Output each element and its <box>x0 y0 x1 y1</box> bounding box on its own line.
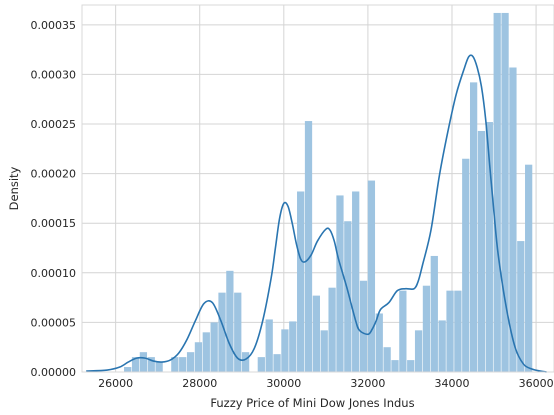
histogram-bar <box>525 164 533 372</box>
histogram-bar <box>147 357 155 372</box>
histogram-bar <box>265 319 273 372</box>
histogram-bar <box>124 367 132 372</box>
y-tick-label: 0.00025 <box>31 118 77 131</box>
histogram-bar <box>344 221 352 372</box>
histogram-bar <box>155 362 163 372</box>
plot-frame <box>81 4 554 373</box>
x-tick-label: 26000 <box>98 377 133 390</box>
x-tick-label: 34000 <box>434 377 469 390</box>
histogram-bar <box>336 195 344 372</box>
histogram-bar <box>462 158 470 372</box>
histogram-bar <box>383 347 391 372</box>
histogram-bar <box>139 352 148 372</box>
x-tick-label: 32000 <box>350 377 385 390</box>
x-tick-labels: 26000 28000 30000 32000 34000 36000 <box>98 377 553 390</box>
histogram-bar <box>493 12 501 372</box>
x-tick-label: 28000 <box>182 377 217 390</box>
histogram-bar <box>446 290 454 372</box>
y-tick-label: 0.00000 <box>31 366 77 379</box>
histogram-bar <box>422 285 431 372</box>
histogram-bar <box>375 313 383 372</box>
histogram-bar <box>202 332 210 372</box>
histogram-bar <box>414 330 423 372</box>
histogram-bar <box>179 357 187 372</box>
histogram-bar <box>485 122 493 372</box>
histogram-bar <box>367 180 376 372</box>
histogram-bar <box>407 360 415 372</box>
y-tick-labels: 0.00000 0.00005 0.00010 0.00015 0.00020 0.000… <box>31 19 77 379</box>
grid <box>82 5 554 373</box>
x-tick-label: 36000 <box>519 377 554 390</box>
histogram-bar <box>430 255 438 372</box>
histogram-bar <box>359 280 368 372</box>
histogram-bar <box>257 357 265 372</box>
histogram-bar <box>320 330 328 372</box>
kde-curve <box>86 54 547 373</box>
y-tick-label: 0.00010 <box>31 267 77 280</box>
x-axis-label: Fuzzy Price of Mini Dow Jones Indus <box>210 396 414 410</box>
y-axis-label: Density <box>7 166 21 210</box>
histogram-bar <box>131 357 140 372</box>
histogram-bar <box>391 360 399 372</box>
histogram-bar <box>210 322 218 372</box>
histogram-bar <box>226 270 234 372</box>
histogram-bar <box>186 352 195 372</box>
histogram-bar <box>297 191 305 372</box>
x-tick-label: 30000 <box>266 377 301 390</box>
histogram-bar <box>234 292 242 372</box>
histogram-bar <box>304 121 313 372</box>
y-tick-label: 0.00030 <box>31 68 77 81</box>
histogram-bar <box>171 357 179 372</box>
histogram-bar <box>194 342 203 372</box>
y-tick-label: 0.00005 <box>31 316 77 329</box>
histogram-bar <box>273 354 281 372</box>
histogram-bar <box>281 329 289 372</box>
histogram-bar <box>438 320 446 372</box>
histogram-bar <box>509 67 517 373</box>
histogram-bar <box>399 290 407 372</box>
histogram-bar <box>328 287 336 372</box>
histogram-bar <box>289 321 297 372</box>
histogram-bar <box>312 295 320 372</box>
histogram-bar <box>477 130 486 372</box>
y-tick-label: 0.00035 <box>31 19 77 32</box>
y-tick-label: 0.00020 <box>31 168 77 181</box>
histogram-bars <box>124 12 533 373</box>
histogram-bar <box>352 191 360 372</box>
histogram-bar <box>501 12 509 372</box>
y-tick-label: 0.00015 <box>31 217 77 230</box>
histogram-bar <box>454 290 462 372</box>
histogram-bar <box>241 352 250 372</box>
histogram-bar <box>517 241 525 372</box>
histogram-bar <box>469 82 478 373</box>
histogram-bar <box>218 292 226 372</box>
